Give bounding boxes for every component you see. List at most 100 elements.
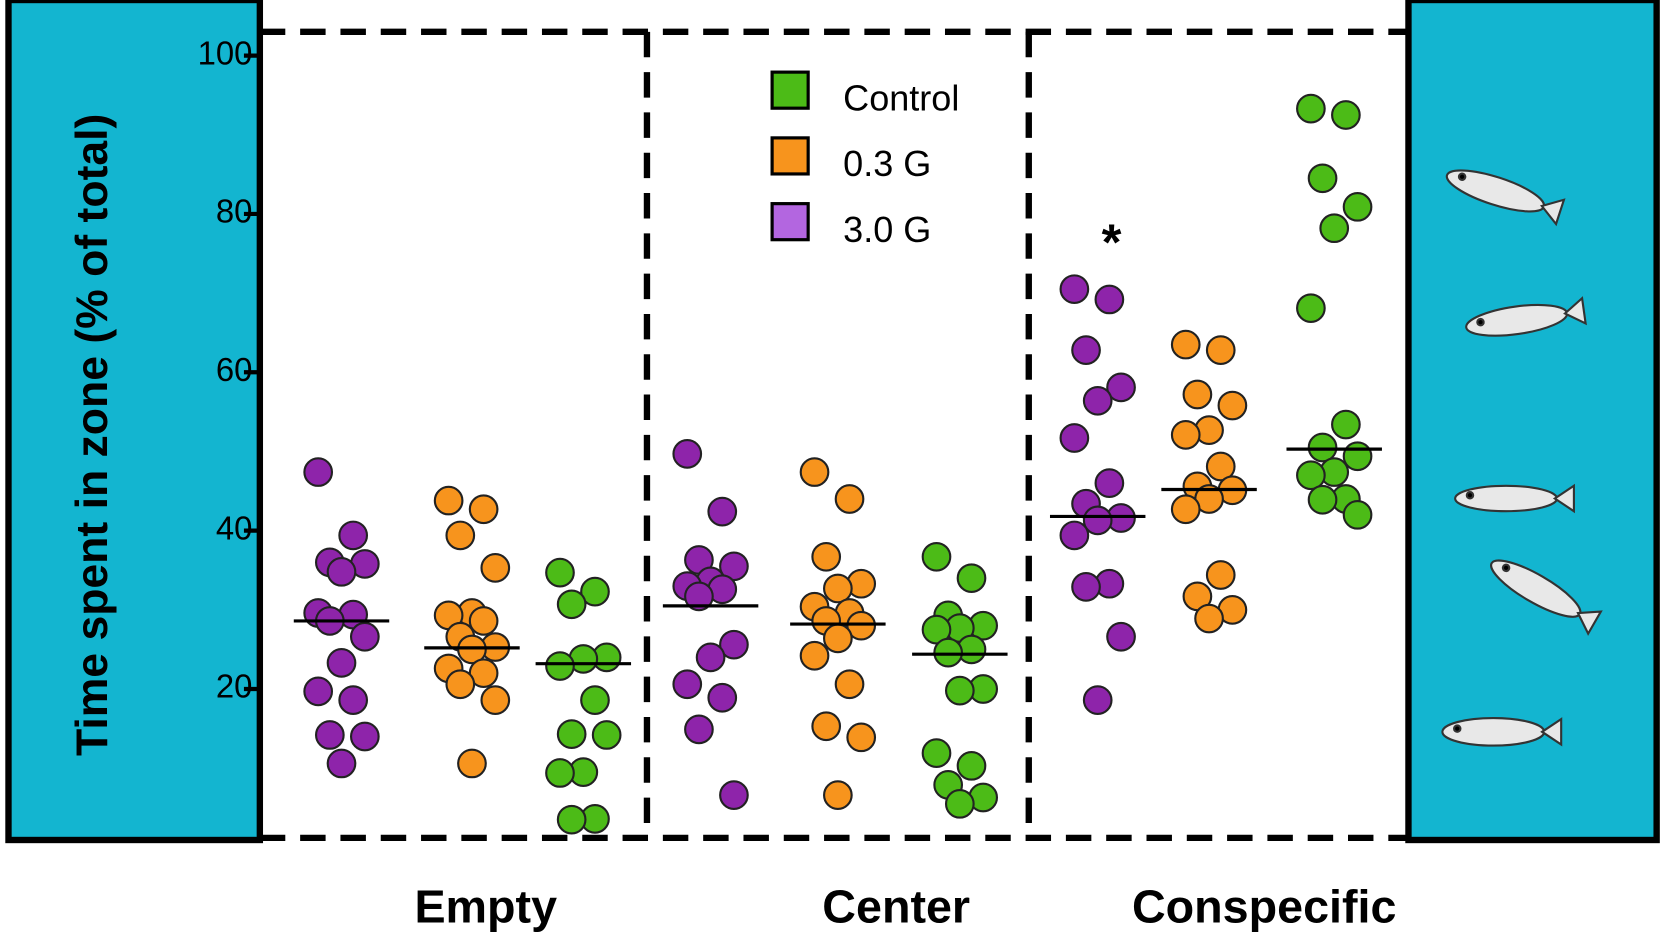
data-point <box>349 721 380 752</box>
data-point <box>1205 560 1236 590</box>
data-point <box>846 722 877 753</box>
y-tick-label: 40 <box>216 509 253 546</box>
y-tick-label: 100 <box>198 34 253 71</box>
legend-swatch <box>770 202 810 242</box>
data-point <box>349 621 380 652</box>
data-point <box>314 720 345 750</box>
data-point <box>556 589 587 620</box>
data-point <box>944 788 975 819</box>
annotation: * <box>1102 214 1122 271</box>
data-point <box>580 685 610 715</box>
data-point <box>338 685 369 715</box>
data-point <box>823 623 853 654</box>
y-axis-label: Time spent in zone (% of total) <box>68 114 117 756</box>
data-point <box>1205 451 1236 482</box>
data-point <box>326 748 357 779</box>
data-point <box>1082 685 1113 715</box>
data-point <box>707 682 738 713</box>
data-point <box>684 714 714 745</box>
data-point <box>1059 520 1090 551</box>
data-point <box>823 780 853 810</box>
data-point <box>956 563 987 594</box>
zone-borders <box>259 28 1409 842</box>
data-point <box>1331 100 1361 130</box>
data-point <box>468 606 499 636</box>
data-point <box>1170 494 1201 525</box>
x-category-label: Empty <box>414 880 557 932</box>
data-point <box>545 758 575 788</box>
fish-icons <box>1441 169 1603 747</box>
legend-label: Control <box>843 77 959 118</box>
data-point <box>1170 329 1201 360</box>
data-point <box>1071 335 1101 365</box>
data-point <box>1094 468 1125 499</box>
data-point <box>811 541 842 572</box>
data-point <box>834 484 865 514</box>
data-point <box>695 642 726 673</box>
data-point <box>719 629 749 660</box>
data-point <box>457 748 487 779</box>
data-point <box>480 553 511 583</box>
data-point <box>834 669 865 700</box>
legend-label: 3.0 G <box>843 209 931 250</box>
data-point <box>445 520 476 551</box>
data-point <box>672 439 703 469</box>
data-point <box>1094 284 1125 315</box>
data-point <box>1342 191 1373 222</box>
left-panel <box>5 0 264 844</box>
data-point <box>672 669 703 700</box>
data-point <box>799 457 830 487</box>
data-point <box>591 720 622 750</box>
data-point <box>1082 385 1113 416</box>
data-point <box>823 573 853 604</box>
data-point <box>480 685 511 715</box>
data-point <box>1106 372 1136 403</box>
legend-swatch <box>770 70 810 110</box>
data-point <box>1342 441 1373 472</box>
data-point <box>1217 390 1248 421</box>
data-point <box>580 576 610 607</box>
data-point <box>326 648 357 678</box>
data-point <box>338 520 369 551</box>
data-point <box>921 738 952 769</box>
data-point <box>445 669 476 700</box>
data-point <box>1307 163 1338 194</box>
data-point <box>956 750 987 781</box>
data-point <box>303 457 334 487</box>
data-point <box>1296 93 1326 124</box>
data-point <box>545 557 575 588</box>
y-tick-label: 20 <box>216 668 253 705</box>
data-point <box>468 494 499 525</box>
data-point <box>1071 572 1101 602</box>
legend-label: 0.3 G <box>843 143 931 184</box>
y-tick-label: 80 <box>216 193 253 230</box>
data-point <box>326 556 357 587</box>
right-panel <box>1405 0 1660 844</box>
data-point <box>1170 420 1201 450</box>
x-category-label: Center <box>822 880 970 932</box>
data-point <box>1182 379 1213 410</box>
data-point <box>1296 293 1326 324</box>
data-point <box>1106 621 1136 652</box>
data-point <box>1331 409 1361 440</box>
data-point <box>1307 484 1338 515</box>
data-point <box>684 581 714 612</box>
data-point <box>545 651 575 681</box>
data-point <box>1059 423 1090 453</box>
data-point <box>811 711 842 742</box>
data-point <box>1319 213 1350 244</box>
data-point <box>719 780 749 810</box>
data-point <box>799 640 830 671</box>
data-point <box>1342 499 1373 530</box>
data-point <box>303 676 334 707</box>
data-point <box>433 485 464 516</box>
data-point <box>707 496 738 527</box>
data-point <box>556 804 587 835</box>
x-category-label: Conspecific <box>1132 880 1396 932</box>
legend-swatch <box>770 136 810 176</box>
data-point <box>921 541 952 572</box>
data-point <box>1296 460 1326 491</box>
data-point <box>944 675 975 706</box>
data-point <box>1059 274 1090 305</box>
